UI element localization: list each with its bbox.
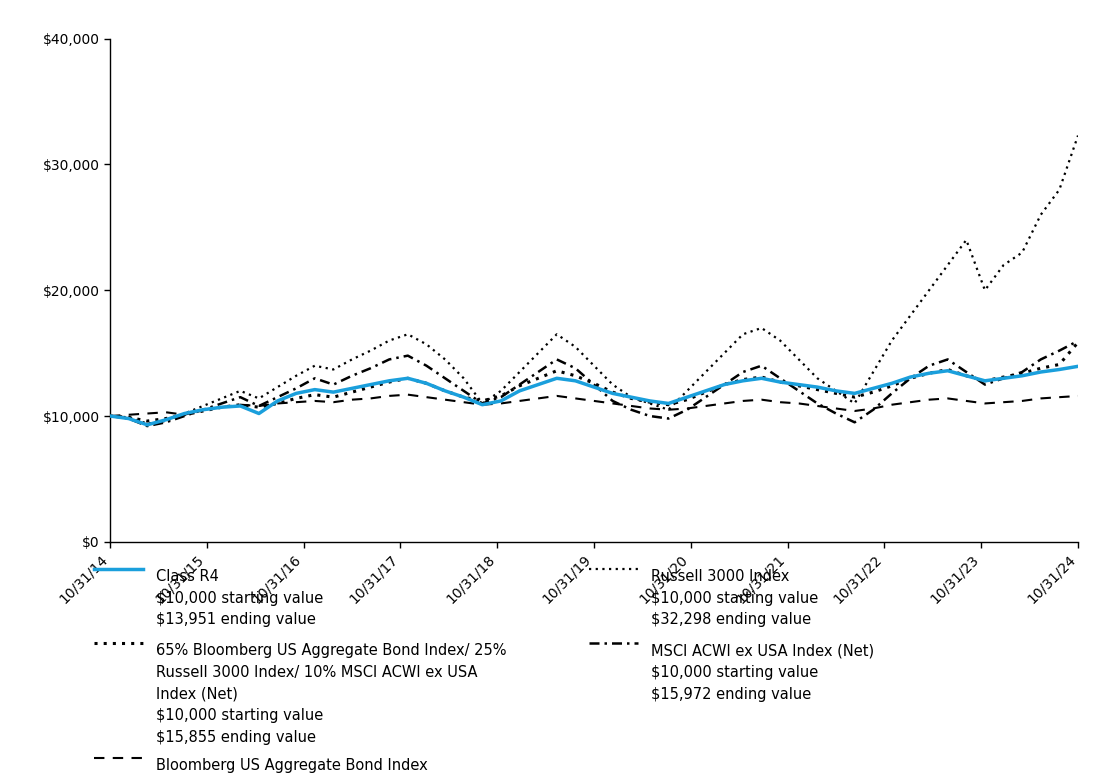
Text: $10,000 starting value: $10,000 starting value: [651, 591, 818, 605]
Text: $10,000 starting value: $10,000 starting value: [156, 708, 323, 723]
Text: $15,855 ending value: $15,855 ending value: [156, 730, 316, 745]
Text: $10,000 starting value: $10,000 starting value: [156, 591, 323, 605]
Text: Bloomberg US Aggregate Bond Index: Bloomberg US Aggregate Bond Index: [156, 758, 428, 772]
Text: Russell 3000 Index/ 10% MSCI ACWI ex USA: Russell 3000 Index/ 10% MSCI ACWI ex USA: [156, 665, 477, 680]
Text: $32,298 ending value: $32,298 ending value: [651, 612, 812, 627]
Text: 65% Bloomberg US Aggregate Bond Index/ 25%: 65% Bloomberg US Aggregate Bond Index/ 2…: [156, 643, 507, 658]
Text: Russell 3000 Index: Russell 3000 Index: [651, 569, 790, 584]
Text: Index (Net): Index (Net): [156, 687, 238, 701]
Text: $10,000 starting value: $10,000 starting value: [651, 665, 818, 680]
Text: MSCI ACWI ex USA Index (Net): MSCI ACWI ex USA Index (Net): [651, 643, 874, 658]
Text: Class R4: Class R4: [156, 569, 219, 584]
Text: $15,972 ending value: $15,972 ending value: [651, 687, 812, 701]
Text: $13,951 ending value: $13,951 ending value: [156, 612, 316, 627]
